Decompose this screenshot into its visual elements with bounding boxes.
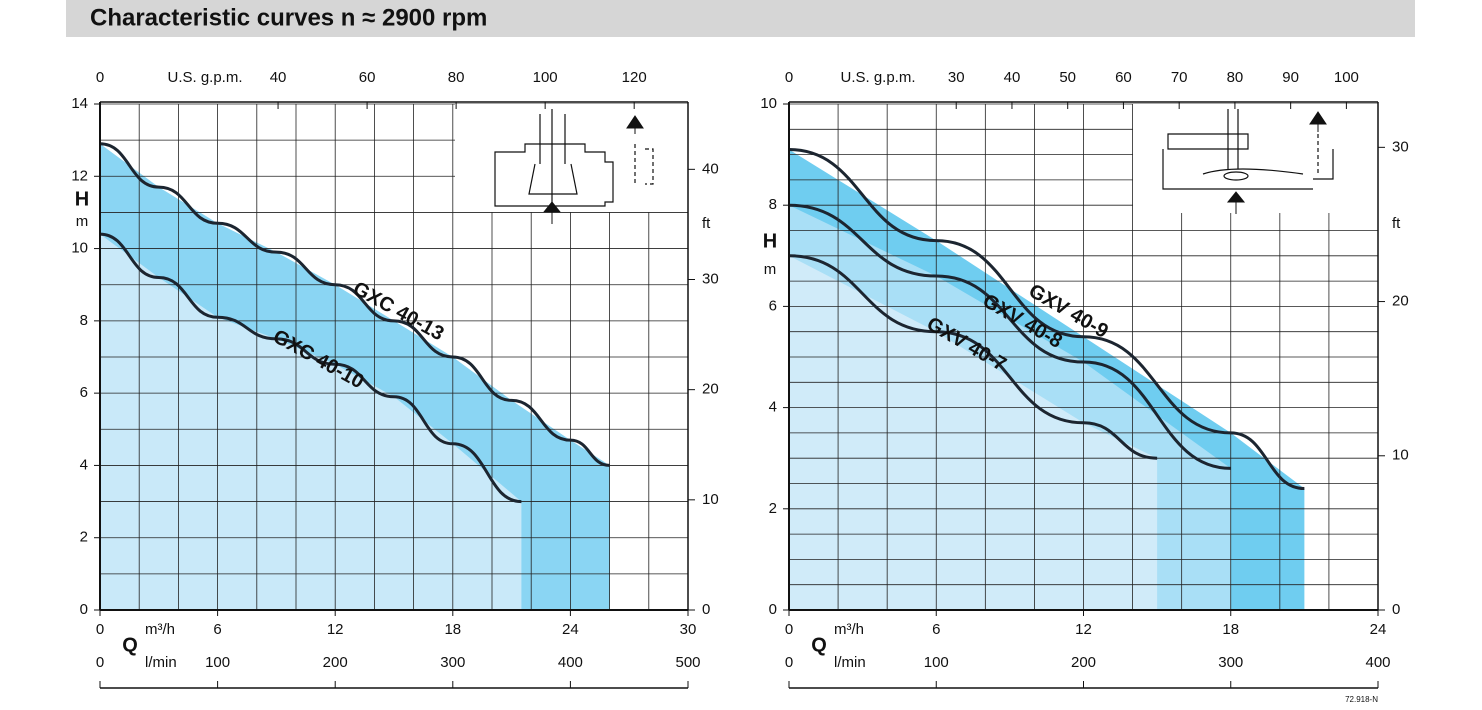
area <box>100 234 522 610</box>
y-tick-label: 0 <box>80 601 88 618</box>
x-tick-label: 0 <box>785 621 793 638</box>
x2-tick-label: 100 <box>205 654 230 671</box>
x3-tick-label: 40 <box>1004 69 1021 86</box>
x-axis-unit: m³/h <box>145 621 175 638</box>
x3-tick-label: 100 <box>1334 69 1359 86</box>
y-tick-label: 10 <box>71 240 88 257</box>
y-tick-label: 2 <box>769 500 777 517</box>
x2-tick-label: 500 <box>675 654 700 671</box>
pump-sketch <box>1162 133 1334 190</box>
flow-arrow <box>626 115 644 134</box>
pump-sketch <box>1202 109 1304 175</box>
pump-sketch <box>634 144 654 185</box>
x2-axis-unit: l/min <box>145 654 177 671</box>
y2-tick-label: 20 <box>1392 293 1409 310</box>
x-tick-label: 12 <box>327 621 344 638</box>
y2-tick-label: 10 <box>702 491 719 508</box>
x-tick-label: 24 <box>562 621 579 638</box>
x-axis-symbol: Q <box>122 634 138 656</box>
y-tick-label: 8 <box>80 312 88 329</box>
x3-tick-label: 70 <box>1171 69 1188 86</box>
y2-axis-unit: ft <box>702 215 711 232</box>
x3-tick-label: 80 <box>1227 69 1244 86</box>
flow-arrow <box>542 201 562 224</box>
y-tick-label: 6 <box>769 297 777 314</box>
y-tick-label: 6 <box>80 384 88 401</box>
x3-tick-label: 0 <box>96 69 104 86</box>
curve-line <box>788 203 1231 470</box>
x3-tick-label: 100 <box>533 69 558 86</box>
x3-tick-label: 50 <box>1059 69 1076 86</box>
x2-tick-label: 200 <box>323 654 348 671</box>
x2-tick-label: 100 <box>924 654 949 671</box>
x3-axis-unit: U.S. g.p.m. <box>840 69 915 86</box>
page-title: Characteristic curves n ≈ 2900 rpm <box>90 4 487 31</box>
x-tick-label: 24 <box>1370 621 1387 638</box>
y-tick-label: 2 <box>80 529 88 546</box>
x2-tick-label: 0 <box>785 654 793 671</box>
pump-sketch <box>528 109 578 204</box>
x3-tick-label: 90 <box>1282 69 1299 86</box>
pump-sketch <box>494 143 614 207</box>
x2-tick-label: 300 <box>1218 654 1243 671</box>
x-axis-unit: m³/h <box>834 621 864 638</box>
x2-tick-label: 300 <box>440 654 465 671</box>
y2-tick-label: 40 <box>702 160 719 177</box>
y2-tick-label: 0 <box>1392 601 1400 618</box>
drawing-code: 72.918-N <box>1345 695 1378 704</box>
x3-tick-label: 60 <box>1115 69 1132 86</box>
y-axis-unit: m <box>764 261 777 278</box>
y-tick-label: 8 <box>769 196 777 213</box>
x2-axis-unit: l/min <box>834 654 866 671</box>
y-tick-label: 0 <box>769 601 777 618</box>
header-bar <box>66 0 1415 37</box>
inset-panel <box>1133 104 1378 213</box>
x-tick-label: 18 <box>1222 621 1239 638</box>
flow-arrow <box>1309 111 1327 132</box>
y-axis-title: H <box>763 230 777 252</box>
curve-line <box>788 148 1305 491</box>
y2-tick-label: 30 <box>702 270 719 287</box>
y2-tick-label: 30 <box>1392 138 1409 155</box>
x2-tick-label: 200 <box>1071 654 1096 671</box>
x-tick-label: 0 <box>96 621 104 638</box>
y-tick-label: 4 <box>769 399 777 416</box>
x2-tick-label: 400 <box>1365 654 1390 671</box>
x-axis-symbol: Q <box>811 634 827 656</box>
curve-line <box>99 232 522 504</box>
x-tick-label: 18 <box>444 621 461 638</box>
x-tick-label: 30 <box>680 621 697 638</box>
y2-tick-label: 10 <box>1392 447 1409 464</box>
x-tick-label: 6 <box>932 621 940 638</box>
x3-tick-label: 80 <box>448 69 465 86</box>
x3-tick-label: 40 <box>270 69 287 86</box>
x3-tick-label: 30 <box>948 69 965 86</box>
y-axis-unit: m <box>76 213 89 230</box>
y-axis-title: H <box>75 188 89 210</box>
y-tick-label: 12 <box>71 167 88 184</box>
x3-tick-label: 0 <box>785 69 793 86</box>
flow-arrow <box>1226 191 1246 214</box>
x3-axis-unit: U.S. g.p.m. <box>167 69 242 86</box>
x2-tick-label: 400 <box>558 654 583 671</box>
x-tick-label: 6 <box>213 621 221 638</box>
x-tick-label: 12 <box>1075 621 1092 638</box>
x2-tick-label: 0 <box>96 654 104 671</box>
x3-tick-label: 60 <box>359 69 376 86</box>
y-tick-label: 4 <box>80 456 88 473</box>
y2-tick-label: 0 <box>702 601 710 618</box>
y-tick-label: 14 <box>71 95 88 112</box>
y-tick-label: 10 <box>760 95 777 112</box>
curve-line <box>788 254 1158 460</box>
x3-tick-label: 120 <box>622 69 647 86</box>
y2-axis-unit: ft <box>1392 215 1401 232</box>
pump-sketch <box>1223 171 1249 181</box>
curve-line <box>99 142 610 467</box>
y2-tick-label: 20 <box>702 381 719 398</box>
